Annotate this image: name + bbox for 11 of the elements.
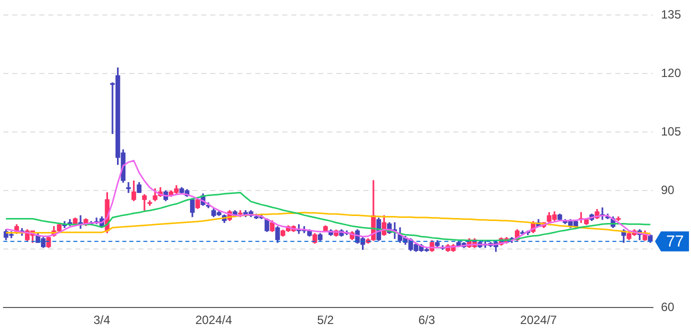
y-tick-label: 60 [660,300,675,314]
x-tick-label: 3/4 [94,313,111,328]
x-tick-label: 5/2 [317,313,334,328]
x-tick-label: 2024/4 [195,313,232,328]
y-tick-label: 135 [660,8,682,22]
ref-line-label: 77 [666,234,684,251]
y-tick-label: 120 [660,66,682,80]
x-tick-label: 6/3 [418,313,436,328]
y-tick-label: 105 [660,124,682,138]
x-tick-label: 2024/7 [520,313,558,328]
y-tick-label: 90 [660,182,675,197]
